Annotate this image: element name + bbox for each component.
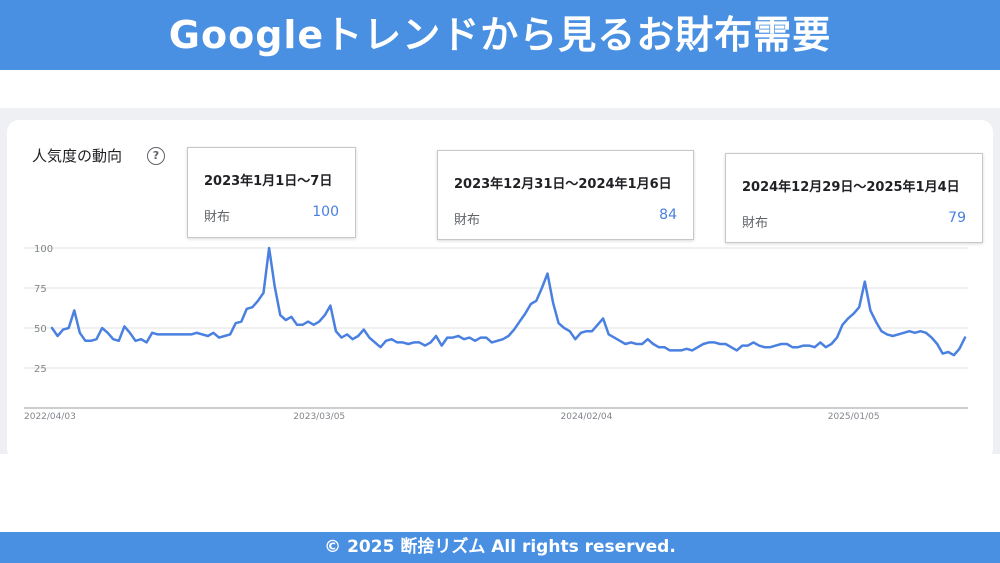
tooltip-date: 2024年12月29日～2025年1月4日	[742, 180, 960, 195]
tooltip-2023-peak: 2023年1月1日～7日 財布 100	[187, 147, 356, 238]
tooltip-2024-peak: 2023年12月31日～2024年1月6日 財布 84	[437, 150, 694, 240]
tooltip-value: 79	[948, 210, 966, 226]
footer-copyright: © 2025 断捨リズム All rights reserved.	[0, 532, 1000, 563]
y-tick-label: 100	[34, 244, 53, 255]
y-tick-label: 25	[34, 364, 47, 375]
chart-ticks: 25 50 75 100 2022/04/03 2023/03/05 2024/02/04 2…	[24, 244, 880, 422]
x-tick-label: 2024/02/04	[561, 412, 613, 422]
chart-grid	[24, 247, 968, 409]
x-tick-label: 2023/03/05	[293, 412, 345, 422]
card-title: 人気度の動向	[32, 147, 123, 165]
series-line-財布	[50, 246, 967, 357]
y-tick-label: 50	[34, 324, 47, 335]
tooltip-term: 財布	[454, 213, 481, 228]
x-tick-label: 2025/01/05	[828, 412, 880, 422]
x-tick-label: 2022/04/03	[24, 412, 76, 422]
tooltip-term: 財布	[742, 216, 769, 231]
y-tick-label: 75	[34, 284, 47, 295]
page-title: Googleトレンドから見るお財布需要	[0, 0, 1000, 70]
tooltip-value: 84	[659, 207, 677, 223]
tooltip-term: 財布	[204, 210, 231, 225]
tooltip-date: 2023年12月31日～2024年1月6日	[454, 177, 672, 192]
help-icon[interactable]: ?	[147, 147, 165, 165]
tooltip-date: 2023年1月1日～7日	[204, 174, 333, 189]
tooltip-2025-peak: 2024年12月29日～2025年1月4日 財布 79	[725, 153, 983, 243]
chart-lines	[50, 246, 967, 357]
tooltip-value: 100	[312, 204, 339, 220]
